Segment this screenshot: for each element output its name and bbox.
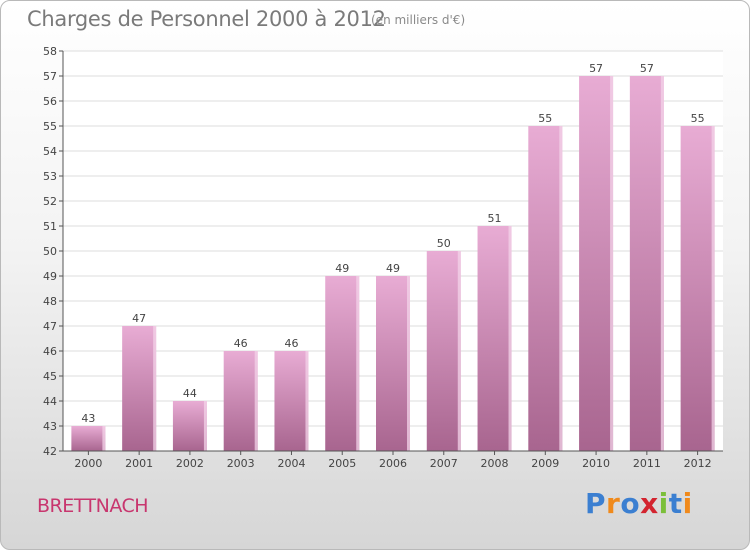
y-tick-label: 57: [43, 70, 57, 83]
x-tick-label: 2008: [481, 457, 509, 470]
logo-letter: i: [658, 487, 669, 520]
bar-highlight: [559, 126, 563, 451]
x-tick-label: 2003: [227, 457, 255, 470]
bar-2005: [325, 276, 360, 451]
y-tick-label: 50: [43, 245, 57, 258]
chart-title: Charges de Personnel 2000 à 2012: [27, 7, 386, 31]
data-label: 49: [386, 262, 400, 275]
x-tick-label: 2000: [74, 457, 102, 470]
bar-highlight: [711, 126, 715, 451]
y-tick-label: 52: [43, 195, 57, 208]
bar-2008: [477, 226, 512, 451]
logo-letter: P: [585, 487, 607, 520]
bar-2001: [122, 326, 157, 451]
bar-highlight: [660, 76, 664, 451]
data-label: 46: [284, 337, 298, 350]
data-label: 47: [132, 312, 146, 325]
y-tick-label: 46: [43, 345, 57, 358]
bar-2003: [223, 351, 258, 451]
bar-2006: [376, 276, 410, 451]
data-label: 46: [234, 337, 248, 350]
bar-2007: [426, 251, 461, 451]
data-label: 43: [81, 412, 95, 425]
bar-2010: [579, 76, 614, 451]
x-tick-label: 2001: [125, 457, 153, 470]
y-tick-label: 54: [43, 145, 57, 158]
bar-highlight: [610, 76, 614, 451]
chart-subtitle: (en milliers d'€): [371, 13, 466, 27]
proxiti-logo: Proxiti: [585, 487, 693, 520]
commune-name: BRETTNACH: [37, 495, 149, 517]
y-tick-label: 53: [43, 170, 57, 183]
bar-2011: [629, 76, 664, 451]
bar-2004: [274, 351, 309, 451]
y-tick-label: 51: [43, 220, 57, 233]
x-tick-label: 2004: [277, 457, 305, 470]
logo-letter: x: [640, 487, 659, 520]
data-label: 50: [437, 237, 451, 250]
y-tick-label: 58: [43, 45, 57, 58]
data-label: 57: [640, 62, 654, 75]
bar-highlight: [203, 401, 207, 451]
bar-highlight: [153, 326, 157, 451]
y-tick-label: 43: [43, 420, 57, 433]
bar-2009: [528, 126, 563, 451]
y-tick-label: 42: [43, 445, 57, 458]
logo-letter: o: [620, 487, 641, 520]
bar-2002: [172, 401, 207, 451]
y-tick-label: 45: [43, 370, 57, 383]
data-label: 55: [691, 112, 705, 125]
x-tick-label: 2009: [531, 457, 559, 470]
data-label: 57: [589, 62, 603, 75]
data-label: 55: [538, 112, 552, 125]
bar-highlight: [407, 276, 410, 451]
data-label: 49: [335, 262, 349, 275]
bar-highlight: [102, 426, 106, 451]
y-tick-label: 49: [43, 270, 57, 283]
bar-highlight: [305, 351, 309, 451]
x-tick-label: 2006: [379, 457, 407, 470]
logo-letter: t: [668, 487, 683, 520]
x-tick-label: 2012: [684, 457, 712, 470]
data-label: 51: [488, 212, 502, 225]
logo-letter: i: [682, 487, 693, 520]
bar-2012: [680, 126, 715, 451]
bar-highlight: [356, 276, 360, 451]
x-tick-label: 2010: [582, 457, 610, 470]
y-tick-label: 44: [43, 395, 57, 408]
bar-highlight: [457, 251, 461, 451]
x-tick-label: 2007: [430, 457, 458, 470]
bar-2000: [71, 426, 106, 451]
y-tick-label: 55: [43, 120, 57, 133]
bar-highlight: [254, 351, 258, 451]
x-tick-label: 2002: [176, 457, 204, 470]
bar-highlight: [508, 226, 512, 451]
y-tick-label: 47: [43, 320, 57, 333]
data-label: 44: [183, 387, 197, 400]
y-tick-label: 56: [43, 95, 57, 108]
y-tick-label: 48: [43, 295, 57, 308]
x-tick-label: 2011: [633, 457, 661, 470]
x-tick-label: 2005: [328, 457, 356, 470]
logo-letter: r: [606, 487, 621, 520]
